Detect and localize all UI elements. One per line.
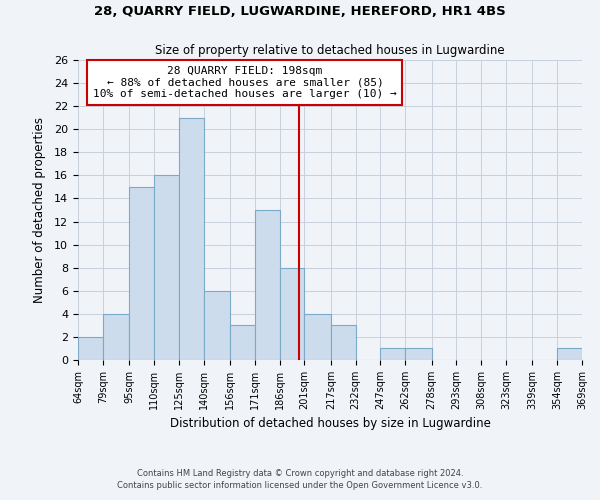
Bar	[405, 348, 431, 360]
Bar	[78, 337, 103, 360]
Bar	[304, 314, 331, 360]
Bar	[557, 348, 582, 360]
Text: 28, QUARRY FIELD, LUGWARDINE, HEREFORD, HR1 4BS: 28, QUARRY FIELD, LUGWARDINE, HEREFORD, …	[94, 5, 506, 18]
Title: Size of property relative to detached houses in Lugwardine: Size of property relative to detached ho…	[155, 44, 505, 58]
X-axis label: Distribution of detached houses by size in Lugwardine: Distribution of detached houses by size …	[170, 418, 490, 430]
Bar	[230, 326, 255, 360]
Bar	[154, 176, 179, 360]
Text: Contains HM Land Registry data © Crown copyright and database right 2024.
Contai: Contains HM Land Registry data © Crown c…	[118, 468, 482, 490]
Bar	[280, 268, 304, 360]
Bar	[103, 314, 129, 360]
Bar	[129, 187, 154, 360]
Bar	[255, 210, 280, 360]
Bar	[203, 291, 230, 360]
Y-axis label: Number of detached properties: Number of detached properties	[32, 117, 46, 303]
Text: 28 QUARRY FIELD: 198sqm
← 88% of detached houses are smaller (85)
10% of semi-de: 28 QUARRY FIELD: 198sqm ← 88% of detache…	[93, 66, 397, 99]
Bar	[331, 326, 356, 360]
Bar	[380, 348, 405, 360]
Bar	[179, 118, 203, 360]
